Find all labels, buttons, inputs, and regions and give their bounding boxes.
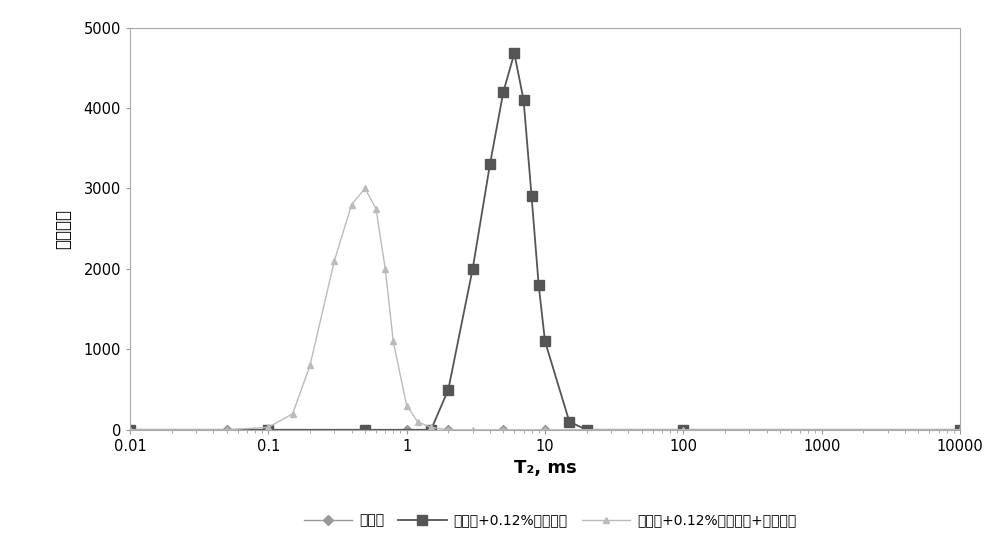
Line: 钻井液+0.12%磺化褐煤: 钻井液+0.12%磺化褐煤 [125, 48, 965, 435]
钻井液+0.12%磺化褐煤 [442, 386, 454, 393]
钻井液+0.12%磺化褐煤 [359, 426, 371, 433]
钻井液 [124, 426, 136, 433]
钻井液+0.12%磺化褐煤+弛豫试剂 [677, 426, 689, 433]
钻井液+0.12%磺化褐煤+弛豫试剂 [467, 426, 479, 433]
钻井液+0.12%磺化褐煤 [124, 426, 136, 433]
钻井液+0.12%磺化褐煤 [526, 193, 538, 200]
钻井液 [442, 426, 454, 433]
钻井液+0.12%磺化褐煤 [533, 282, 545, 288]
X-axis label: T₂, ms: T₂, ms [514, 460, 576, 477]
Line: 钻井液+0.12%磺化褐煤+弛豫试剂: 钻井液+0.12%磺化褐煤+弛豫试剂 [127, 185, 963, 433]
钻井液+0.12%磺化褐煤 [677, 426, 689, 433]
钻井液 [262, 426, 274, 433]
Y-axis label: 信号幅度: 信号幅度 [54, 209, 72, 249]
钻井液+0.12%磺化褐煤+弛豫试剂 [387, 338, 399, 344]
钻井液 [497, 426, 509, 433]
钻井液+0.12%磺化褐煤+弛豫试剂 [539, 426, 551, 433]
钻井液+0.12%磺化褐煤+弛豫试剂 [359, 185, 371, 192]
钻井液+0.12%磺化褐煤+弛豫试剂 [442, 426, 454, 433]
Line: 钻井液: 钻井液 [127, 426, 963, 433]
钻井液+0.12%磺化褐煤+弛豫试剂 [262, 424, 274, 431]
钻井液+0.12%磺化褐煤 [508, 50, 520, 57]
钻井液+0.12%磺化褐煤+弛豫试剂 [328, 257, 340, 264]
钻井液+0.12%磺化褐煤+弛豫试剂 [124, 426, 136, 433]
钻井液+0.12%磺化褐煤+弛豫试剂 [304, 362, 316, 369]
钻井液+0.12%磺化褐煤 [484, 161, 496, 168]
钻井液+0.12%磺化褐煤 [497, 89, 509, 95]
钻井液+0.12%磺化褐煤+弛豫试剂 [425, 424, 437, 431]
钻井液+0.12%磺化褐煤 [518, 96, 530, 103]
钻井液+0.12%磺化褐煤+弛豫试剂 [497, 426, 509, 433]
钻井液+0.12%磺化褐煤 [539, 338, 551, 344]
钻井液+0.12%磺化褐煤+弛豫试剂 [221, 426, 233, 433]
钻井液+0.12%磺化褐煤+弛豫试剂 [346, 201, 358, 208]
钻井液+0.12%磺化褐煤+弛豫试剂 [287, 410, 299, 417]
钻井液 [359, 426, 371, 433]
钻井液 [954, 426, 966, 433]
钻井液+0.12%磺化褐煤 [467, 266, 479, 272]
钻井液+0.12%磺化褐煤+弛豫试剂 [370, 206, 382, 212]
钻井液+0.12%磺化褐煤 [563, 418, 575, 425]
钻井液+0.12%磺化褐煤+弛豫试剂 [379, 266, 391, 272]
钻井液 [677, 426, 689, 433]
钻井液 [401, 426, 413, 433]
钻井液 [221, 426, 233, 433]
钻井液+0.12%磺化褐煤+弛豫试剂 [412, 418, 424, 425]
Legend: 钻井液, 钻井液+0.12%磺化褐煤, 钻井液+0.12%磺化褐煤+弛豫试剂: 钻井液, 钻井液+0.12%磺化褐煤, 钻井液+0.12%磺化褐煤+弛豫试剂 [298, 508, 802, 533]
钻井液+0.12%磺化褐煤 [425, 426, 437, 433]
钻井液+0.12%磺化褐煤 [262, 426, 274, 433]
钻井液+0.12%磺化褐煤+弛豫试剂 [954, 426, 966, 433]
钻井液 [539, 426, 551, 433]
钻井液+0.12%磺化褐煤 [581, 426, 593, 433]
钻井液+0.12%磺化褐煤+弛豫试剂 [401, 402, 413, 409]
钻井液+0.12%磺化褐煤 [954, 426, 966, 433]
